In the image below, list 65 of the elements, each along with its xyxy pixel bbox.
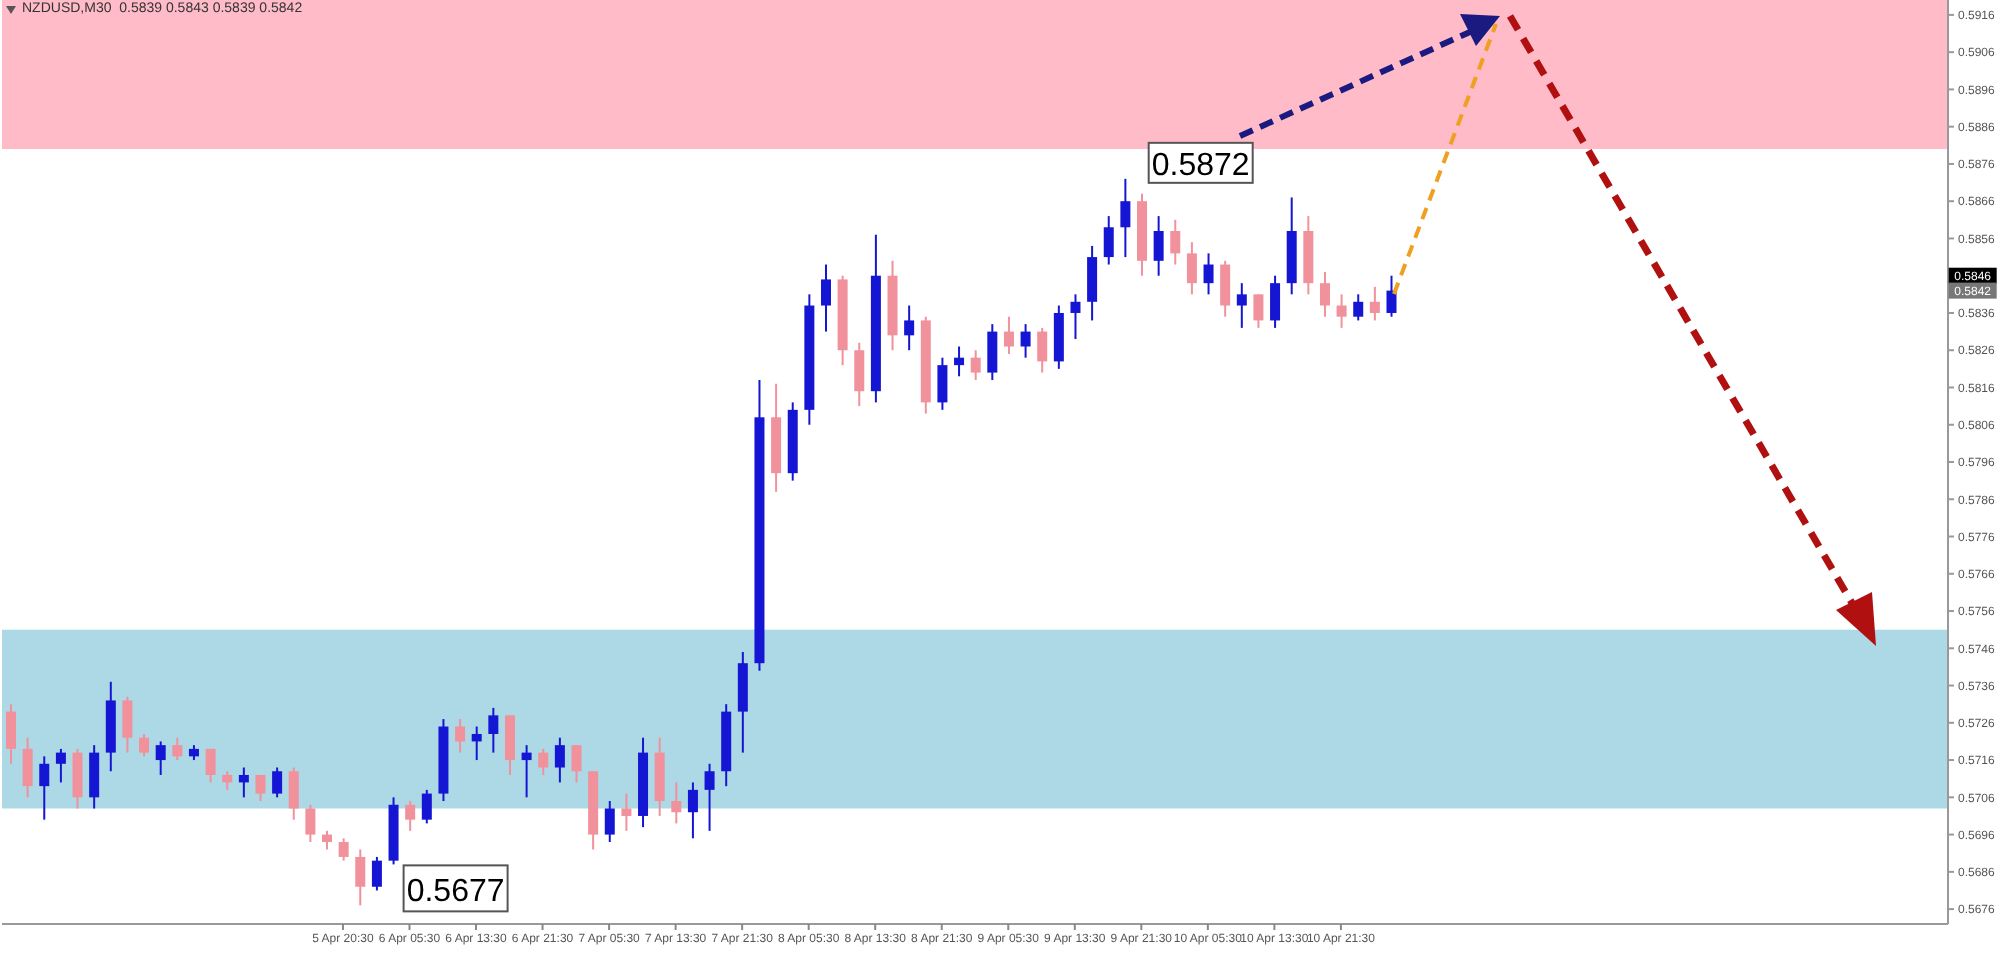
candlestick [1203, 252, 1214, 296]
candlestick [22, 736, 33, 799]
candlestick [538, 747, 549, 776]
candlestick [1220, 259, 1231, 318]
annotation: 0.5677 [406, 875, 505, 910]
candlestick [820, 263, 831, 333]
candlestick [1186, 241, 1197, 296]
candlestick [122, 695, 133, 754]
candlestick [1037, 326, 1048, 374]
candlestick [970, 349, 981, 382]
candlestick [6, 703, 16, 765]
candlestick [687, 781, 698, 840]
candlestick [987, 323, 998, 382]
candlestick [471, 725, 482, 762]
candlestick [521, 744, 532, 799]
candlestick [255, 773, 266, 803]
candlestick [671, 781, 682, 825]
candlestick [1386, 274, 1397, 318]
candlestick [1253, 293, 1264, 329]
candlestick [1003, 315, 1014, 355]
candlestick [504, 714, 515, 776]
candlestick [1336, 293, 1347, 329]
candlestick [405, 800, 416, 832]
candlestick [338, 837, 349, 862]
candlestick [1236, 282, 1247, 329]
candlestick [322, 829, 333, 851]
candlestick [288, 766, 299, 821]
candlestick [937, 356, 948, 411]
candlestick [1153, 215, 1164, 277]
candlestick [305, 803, 316, 844]
candlestick [571, 744, 582, 784]
candlestick [1020, 323, 1031, 359]
candlestick [704, 762, 715, 832]
candlestick [355, 848, 366, 907]
candlestick [1087, 244, 1098, 322]
candlestick [904, 304, 915, 352]
candlestick [1369, 285, 1380, 322]
candlestick [1170, 218, 1181, 266]
candlestick [1353, 293, 1364, 322]
candlestick [172, 736, 183, 762]
annotation: 0.5872 [1151, 148, 1250, 183]
candlestick [272, 766, 283, 799]
candlestick [205, 747, 216, 784]
candlestick [554, 736, 565, 784]
candlestick [371, 855, 382, 892]
candlestick [1103, 215, 1114, 266]
candlestick [621, 792, 632, 832]
candlestick [1270, 274, 1281, 329]
candlestick [1070, 293, 1081, 341]
candlestick [72, 747, 83, 810]
candlestick [155, 740, 166, 776]
candlestick [238, 766, 249, 799]
candlestick [139, 732, 150, 758]
candlestick [488, 706, 499, 754]
candlestick [421, 788, 432, 825]
candlestick [455, 718, 466, 754]
candlestick [604, 800, 615, 844]
candlestick [1319, 270, 1330, 318]
candlestick [1120, 177, 1131, 259]
candlestick [954, 345, 965, 378]
candlestick [854, 341, 865, 408]
candlestick [55, 747, 66, 784]
candlestick [89, 744, 100, 810]
candlestick [39, 755, 50, 821]
candlestick [222, 770, 233, 791]
